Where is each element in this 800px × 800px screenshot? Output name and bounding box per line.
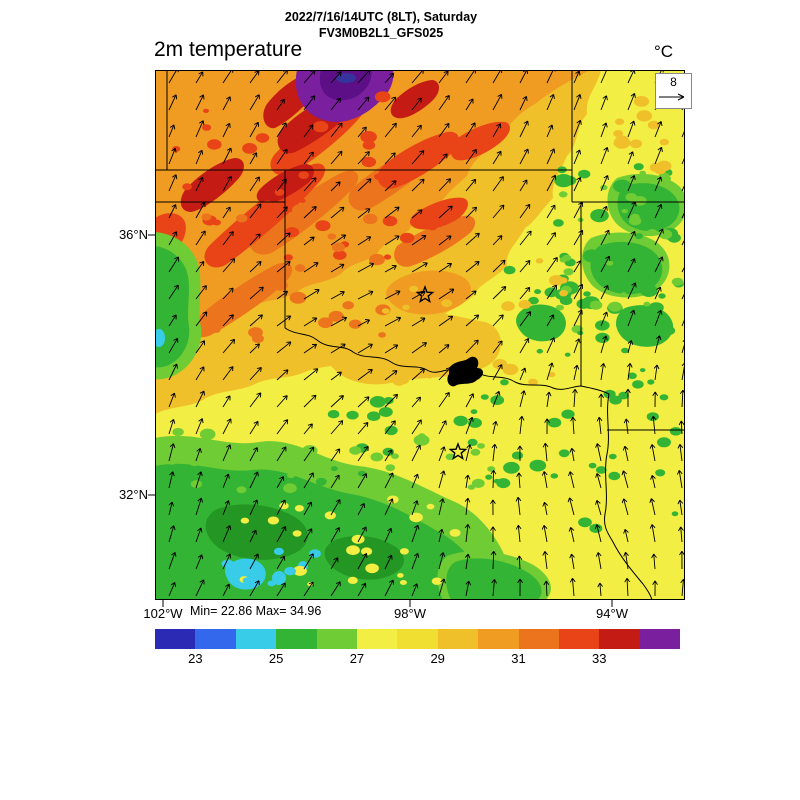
colorbar-tick-label: 27 [349,651,365,666]
city-star-marker [415,285,435,304]
minmax-label: Min= 22.86 Max= 34.96 [190,604,322,618]
map-frame [155,70,685,600]
lon-label-94w: 94°W [596,606,628,621]
variable-title: 2m temperature [154,38,303,61]
border-texas-east [604,393,653,600]
colorbar-segment [558,629,600,649]
colorbar-segment [195,629,236,649]
wind-reference-arrow-icon [659,93,685,101]
colorbar-segment [356,629,398,649]
colorbar-tick-label: 33 [591,651,607,666]
colorbar-segment [397,629,438,649]
colorbar-segment [276,629,317,649]
city-star-markers [415,285,468,461]
colorbar-tick-label: 23 [188,651,203,666]
colorbar-segment [599,629,640,649]
lon-label-98w: 98°W [394,606,426,621]
colorbar-segment [437,629,479,649]
colorbar-tick-label: 31 [511,651,526,666]
wind-reference-box: 8 [655,73,692,109]
wind-reference-value: 8 [670,75,677,89]
colorbar-segment [639,629,681,649]
plot-model-title: FV3M0B2L1_GFS025 [318,26,444,40]
colorbar [155,629,681,649]
lon-label-102w: 102°W [143,606,183,621]
lat-label-32n: 32°N [118,487,148,502]
colorbar-tick-label: 25 [268,651,284,666]
city-star-marker [448,442,468,461]
colorbar-segment [518,629,559,649]
colorbar-tick-label: 29 [430,651,445,666]
colorbar-segment [155,629,196,649]
colorbar-segment [316,629,357,649]
colorbar-segment [478,629,519,649]
lat-label-36n: 36°N [118,227,148,242]
wind-arrows [168,70,685,597]
colorbar-segment [235,629,277,649]
temperature-map [148,70,685,607]
axis-ticks [148,234,613,607]
colorbar-tick-labels: 23 25 27 29 31 33 [155,651,680,667]
plot-datetime-title: 2022/7/16/14UTC (8LT), Saturday [284,10,478,24]
units-label: °C [654,42,674,61]
map-area [148,70,685,607]
state-borders [155,70,685,600]
lake-shape [447,356,483,387]
